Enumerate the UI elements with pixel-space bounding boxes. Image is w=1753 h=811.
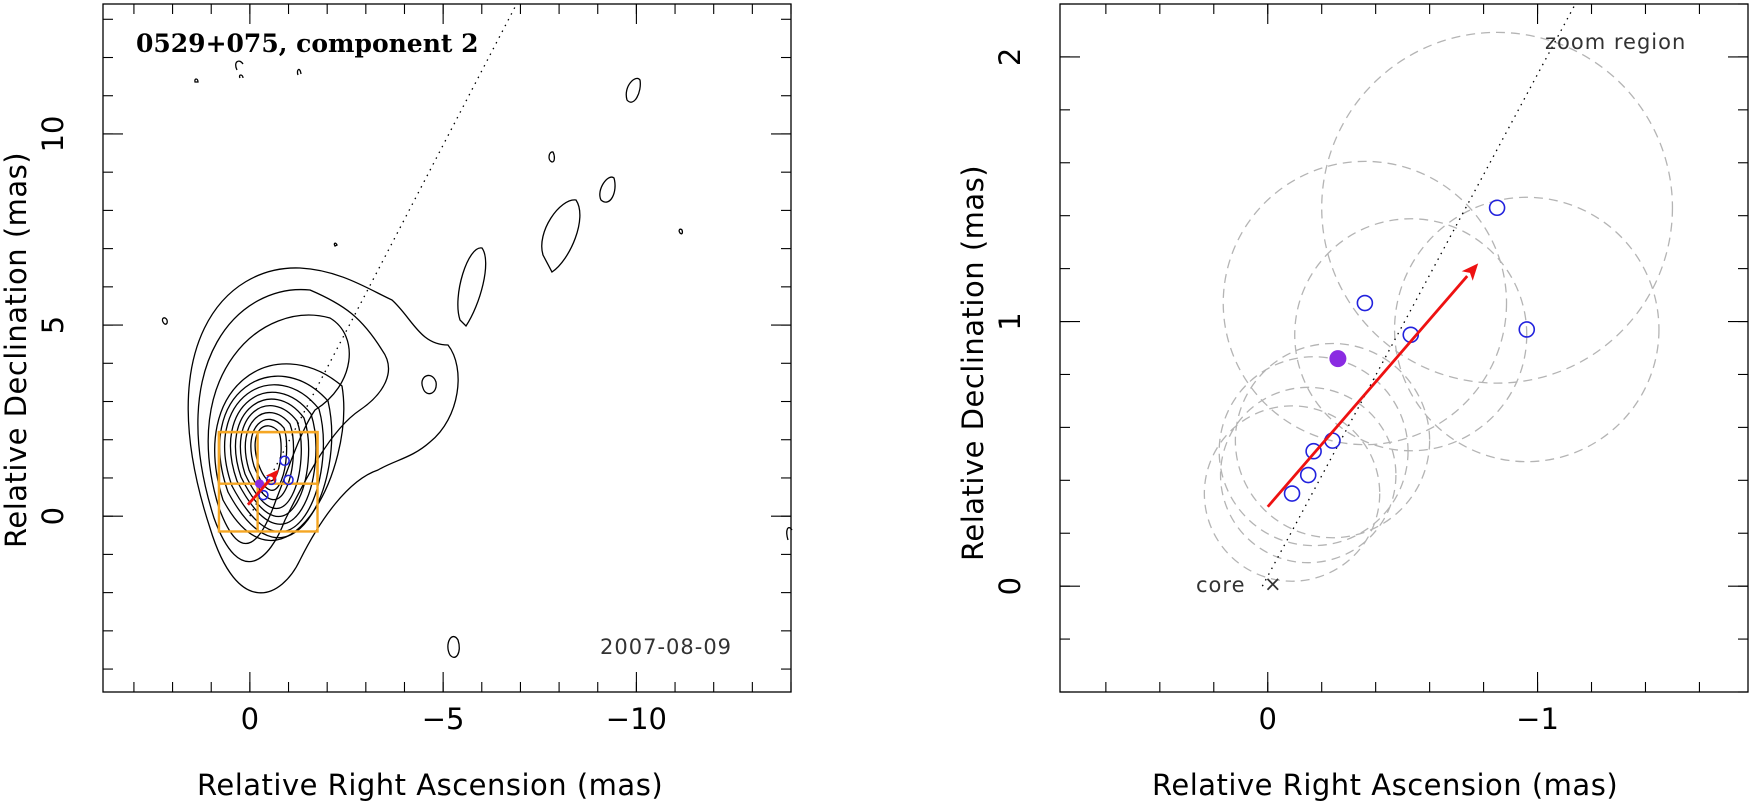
component-open-circle xyxy=(1488,199,1506,217)
y-tick-label: 1 xyxy=(993,312,1027,330)
component-open-circle xyxy=(258,489,269,501)
x-tick-label: −5 xyxy=(422,702,465,736)
component-open-circle xyxy=(1299,466,1317,484)
y-tick-label: 10 xyxy=(36,116,70,153)
component-size-circle xyxy=(1321,31,1674,384)
velocity-vector xyxy=(1266,263,1479,508)
zoom-region-label: zoom region xyxy=(1545,30,1686,54)
y-tick-label: 0 xyxy=(36,507,70,525)
mean-position-filled-dot xyxy=(1329,350,1347,368)
y-axis-title: Relative Declination (mas) xyxy=(956,165,990,561)
x-tick-label: 0 xyxy=(1259,702,1277,736)
right-panel: 0 −1 0 1 2 zoom region core × Relative Right… xyxy=(956,3,1749,802)
y-tick-label: 2 xyxy=(993,48,1027,66)
component-open-circle xyxy=(1356,294,1374,312)
velocity-vector-arrowhead xyxy=(265,469,279,484)
component-size-circle xyxy=(1222,160,1508,446)
component-open-circle xyxy=(1283,485,1301,502)
core-marker: × xyxy=(1264,572,1283,596)
core-label: core xyxy=(1196,573,1246,597)
velocity-vector-shaft xyxy=(246,478,272,506)
x-tick-label: −10 xyxy=(606,702,667,736)
x-tick-label: 0 xyxy=(241,702,259,736)
component-size-circle xyxy=(1294,218,1528,452)
intensity-contours xyxy=(161,60,793,658)
mean-position-filled-dot xyxy=(255,479,265,489)
plot-frame xyxy=(1059,3,1749,693)
left-axes: 0 −5 −10 0 5 10 xyxy=(36,3,792,736)
component-open-circle xyxy=(1518,321,1536,338)
y-tick-label: 0 xyxy=(993,577,1027,595)
y-axis-title: Relative Declination (mas) xyxy=(0,152,33,548)
x-axis-title: Relative Right Ascension (mas) xyxy=(1152,768,1618,802)
right-axes: 0 −1 0 1 2 xyxy=(993,3,1749,736)
component-size-circles xyxy=(1203,31,1674,582)
component-size-circle xyxy=(1219,386,1397,564)
jet-axis-dotted-line xyxy=(1261,3,1576,587)
velocity-vector-arrowhead xyxy=(1461,263,1479,281)
component-size-circle xyxy=(1218,356,1409,547)
component-markers xyxy=(1283,199,1536,502)
epoch-date-label: 2007-08-09 xyxy=(600,635,732,659)
component-size-circle xyxy=(1203,405,1381,582)
jet-axis-dotted-line xyxy=(249,3,518,517)
component-markers xyxy=(255,455,294,501)
component-open-circle xyxy=(283,474,294,486)
plot-title: 0529+075, component 2 xyxy=(136,29,479,58)
component-size-circle xyxy=(1393,196,1660,463)
component-open-circle xyxy=(1305,442,1322,460)
y-tick-label: 5 xyxy=(36,316,70,334)
velocity-vector-shaft xyxy=(1266,275,1469,508)
component-open-circle xyxy=(279,455,290,467)
plot-frame xyxy=(102,3,792,693)
velocity-vector xyxy=(246,469,279,506)
left-panel: 0 −5 −10 0 5 10 0529+075, component 2 2007-08… xyxy=(0,3,793,802)
x-tick-label: −1 xyxy=(1516,702,1559,736)
component-size-circle xyxy=(1234,342,1431,539)
x-axis-title: Relative Right Ascension (mas) xyxy=(197,768,663,802)
